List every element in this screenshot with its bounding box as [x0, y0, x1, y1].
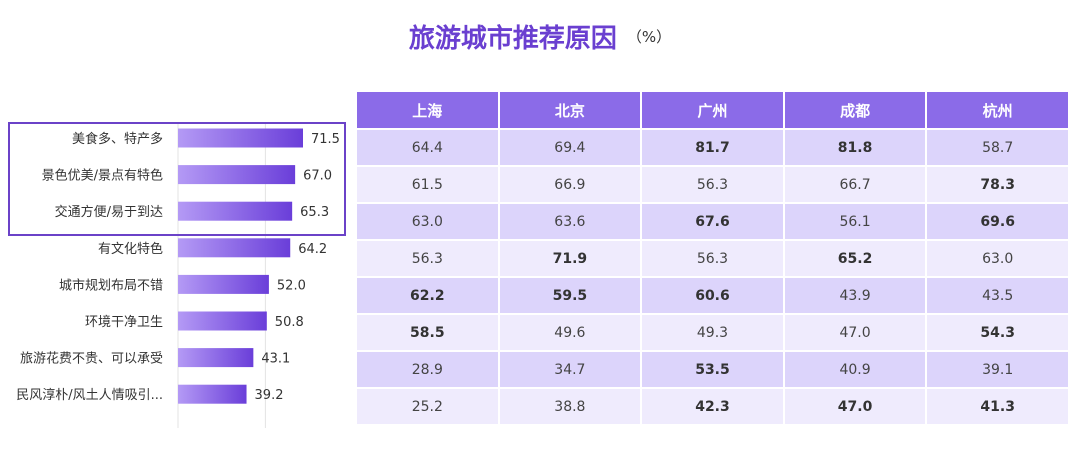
bar — [178, 165, 296, 185]
chart-title: 旅游城市推荐原因 — [408, 24, 617, 54]
city-reason-table: 上海 北京 广州 成都 杭州 64.4 69.4 81.7 81.8 58.7 61.5 66.9 5… — [355, 92, 1068, 424]
table-cell: 65.2 — [782, 239, 926, 276]
table-cell: 67.6 — [640, 202, 783, 239]
table-cell: 49.6 — [497, 313, 641, 350]
value-label: 67.0 — [303, 169, 332, 184]
table-cell: 28.9 — [355, 350, 498, 387]
table-cell: 56.3 — [355, 239, 498, 276]
value-label: 39.2 — [255, 388, 284, 403]
table-row: 63.0 63.6 67.6 56.1 69.6 — [355, 202, 1068, 239]
category-label: 美食多、特产多 — [72, 131, 163, 147]
bar — [178, 238, 291, 258]
value-label: 71.5 — [311, 132, 340, 147]
table-cell: 49.3 — [640, 313, 783, 350]
table-cell: 43.5 — [925, 276, 1068, 313]
table-cell: 42.3 — [640, 387, 783, 424]
table-row: 64.4 69.4 81.7 81.8 58.7 — [355, 128, 1068, 165]
reason-bar-chart: 美食多、特产多 71.5 景色优美/景点有特色 67.0 交通方便/易于到达 65.3 有文… — [16, 122, 340, 428]
category-label: 民风淳朴/风土人情吸引... — [16, 387, 163, 403]
table-cell: 47.0 — [782, 387, 926, 424]
bar — [178, 274, 269, 294]
table-row: 56.3 71.9 56.3 65.2 63.0 — [355, 239, 1068, 276]
table-cell: 63.0 — [925, 239, 1068, 276]
table-cell: 58.7 — [925, 128, 1068, 165]
category-label: 有文化特色 — [98, 241, 163, 257]
table-cell: 38.8 — [497, 387, 641, 424]
bar — [178, 348, 254, 368]
table-cell: 47.0 — [782, 313, 926, 350]
table-cell: 63.6 — [497, 202, 641, 239]
value-label: 43.1 — [261, 352, 290, 367]
table-cell: 59.5 — [497, 276, 641, 313]
table-cell: 41.3 — [925, 387, 1068, 424]
category-label: 城市规划布局不错 — [59, 277, 163, 293]
bar — [178, 128, 303, 148]
bar — [178, 384, 247, 404]
category-label: 环境干净卫生 — [85, 315, 163, 330]
value-label: 50.8 — [275, 315, 304, 330]
table-cell: 62.2 — [355, 276, 498, 313]
column-header: 杭州 — [925, 92, 1068, 128]
value-label: 64.2 — [298, 242, 327, 257]
table-header-row: 上海 北京 广州 成都 杭州 — [355, 92, 1068, 128]
table-cell: 54.3 — [925, 313, 1068, 350]
chart-title-row: 旅游城市推荐原因 （%） — [0, 18, 1080, 55]
table-cell: 40.9 — [782, 350, 926, 387]
table-row: 58.5 49.6 49.3 47.0 54.3 — [355, 313, 1068, 350]
table-cell: 43.9 — [782, 276, 926, 313]
column-header: 上海 — [355, 92, 498, 128]
table-cell: 64.4 — [355, 128, 498, 165]
table-cell: 69.4 — [497, 128, 641, 165]
table-cell: 34.7 — [497, 350, 641, 387]
column-header: 成都 — [782, 92, 926, 128]
category-label: 旅游花费不贵、可以承受 — [20, 351, 163, 367]
value-label: 52.0 — [277, 278, 306, 293]
table-cell: 63.0 — [355, 202, 498, 239]
table-row: 28.9 34.7 53.5 40.9 39.1 — [355, 350, 1068, 387]
top3-highlight-box — [8, 122, 346, 236]
table-cell: 60.6 — [640, 276, 783, 313]
table-cell: 81.8 — [782, 128, 926, 165]
column-header: 北京 — [497, 92, 641, 128]
table-row: 61.5 66.9 56.3 66.7 78.3 — [355, 165, 1068, 202]
table-cell: 78.3 — [925, 165, 1068, 202]
category-label: 交通方便/易于到达 — [55, 204, 163, 220]
unit-label: （%） — [626, 28, 672, 46]
table-cell: 56.1 — [782, 202, 926, 239]
table-cell: 25.2 — [355, 387, 498, 424]
table-cell: 53.5 — [640, 350, 783, 387]
table-cell: 71.9 — [497, 239, 641, 276]
table-cell: 81.7 — [640, 128, 783, 165]
bar — [178, 201, 293, 221]
table-cell: 56.3 — [640, 239, 783, 276]
bar — [178, 311, 267, 331]
table-row: 25.2 38.8 42.3 47.0 41.3 — [355, 387, 1068, 424]
category-label: 景色优美/景点有特色 — [42, 168, 163, 184]
table-cell: 61.5 — [355, 165, 498, 202]
table-cell: 56.3 — [640, 165, 783, 202]
column-header: 广州 — [640, 92, 783, 128]
table-cell: 66.7 — [782, 165, 926, 202]
table-row: 62.2 59.5 60.6 43.9 43.5 — [355, 276, 1068, 313]
table-cell: 39.1 — [925, 350, 1068, 387]
table-cell: 66.9 — [497, 165, 641, 202]
table-cell: 58.5 — [355, 313, 498, 350]
value-label: 65.3 — [300, 205, 329, 220]
table-cell: 69.6 — [925, 202, 1068, 239]
